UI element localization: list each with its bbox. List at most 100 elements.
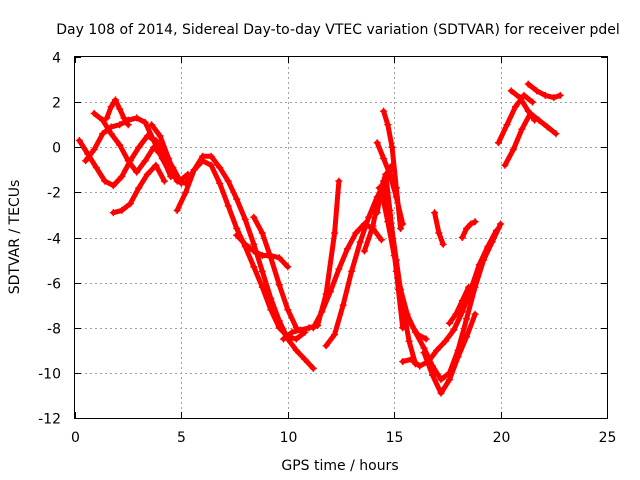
- data-point: [480, 256, 488, 264]
- data-point: [343, 245, 351, 253]
- y-tick-label: -10: [38, 367, 61, 383]
- data-point: [373, 209, 381, 217]
- data-point: [454, 353, 462, 361]
- data-point: [377, 236, 385, 244]
- data-point: [258, 267, 266, 275]
- data-point: [326, 288, 334, 296]
- series-arc-ab: [507, 87, 539, 124]
- data-point: [207, 152, 215, 160]
- data-point: [503, 121, 511, 129]
- axis-ticks: [75, 57, 608, 419]
- data-point: [552, 130, 560, 138]
- data-point: [390, 252, 398, 260]
- data-point: [116, 105, 124, 113]
- x-tick-label: 20: [493, 430, 511, 446]
- data-point: [111, 96, 119, 104]
- data-point: [182, 188, 190, 196]
- data-point: [452, 310, 460, 318]
- data-point: [207, 161, 215, 169]
- data-point: [399, 358, 407, 366]
- x-tick-labels: 0 5 10 15 20 25: [71, 430, 616, 446]
- y-tick-label: 0: [52, 141, 61, 157]
- data-point: [465, 283, 473, 291]
- data-point: [520, 91, 528, 99]
- data-point: [150, 143, 158, 151]
- series-line: [174, 158, 308, 342]
- data-point: [224, 177, 232, 185]
- y-tick-label: 4: [52, 51, 61, 67]
- y-tick-label: -2: [47, 186, 61, 202]
- data-point: [224, 202, 232, 210]
- y-tick-label: -6: [47, 277, 61, 293]
- data-point: [450, 326, 458, 334]
- data-point: [441, 337, 449, 345]
- data-point: [233, 195, 241, 203]
- data-point: [543, 123, 551, 131]
- data-point: [331, 229, 339, 237]
- y-tick-label: -12: [38, 412, 61, 428]
- x-tick-label: 25: [599, 430, 617, 446]
- series-arc-e: [109, 161, 168, 217]
- data-point: [429, 371, 437, 379]
- data-point: [399, 301, 407, 309]
- series-line: [508, 88, 538, 123]
- data-point: [416, 362, 424, 370]
- series-arc-h: [233, 231, 292, 271]
- x-tick-label: 0: [71, 430, 80, 446]
- data-point: [135, 143, 143, 151]
- series-arc-c: [90, 109, 175, 181]
- data-point: [556, 91, 564, 99]
- data-point: [463, 333, 471, 341]
- data-point: [458, 297, 466, 305]
- series-line: [447, 284, 472, 326]
- data-point: [173, 206, 181, 214]
- data-point: [116, 141, 124, 149]
- x-tick-label: 15: [386, 430, 404, 446]
- data-point: [241, 215, 249, 223]
- x-tick-label: 10: [280, 430, 298, 446]
- data-point: [373, 139, 381, 147]
- data-point: [190, 166, 198, 174]
- data-point: [397, 224, 405, 232]
- series-arc-x: [458, 218, 479, 241]
- data-point: [109, 182, 117, 190]
- data-point: [322, 342, 330, 350]
- data-point: [529, 98, 537, 106]
- data-point: [284, 263, 292, 271]
- data-point: [152, 161, 160, 169]
- plot-frame: [74, 56, 608, 419]
- data-point: [258, 229, 266, 237]
- data-point: [384, 121, 392, 129]
- data-point: [250, 240, 258, 248]
- data-point: [516, 94, 524, 102]
- data-point: [411, 328, 419, 336]
- series-arc-t: [403, 220, 505, 384]
- data-point: [518, 125, 526, 133]
- data-point: [258, 252, 266, 260]
- data-point: [384, 218, 392, 226]
- x-tick-label: 5: [177, 430, 186, 446]
- data-point: [309, 364, 317, 372]
- data-point: [99, 130, 107, 138]
- data-point: [435, 229, 443, 237]
- data-point: [292, 346, 300, 354]
- series-line: [502, 110, 559, 168]
- data-point: [501, 161, 509, 169]
- data-point: [250, 213, 258, 221]
- data-point: [143, 170, 151, 178]
- data-point: [550, 94, 558, 102]
- data-point: [437, 376, 445, 384]
- data-point: [135, 184, 143, 192]
- grid-lines: [75, 57, 607, 418]
- data-point: [458, 308, 466, 316]
- data-point: [507, 87, 515, 95]
- series-line: [104, 97, 131, 128]
- data-point: [275, 281, 283, 289]
- data-point: [150, 136, 158, 144]
- data-point: [352, 229, 360, 237]
- series-arc-k: [309, 220, 385, 332]
- data-point: [458, 234, 466, 241]
- data-point: [318, 308, 326, 316]
- data-point: [216, 179, 224, 187]
- data-point: [107, 103, 115, 111]
